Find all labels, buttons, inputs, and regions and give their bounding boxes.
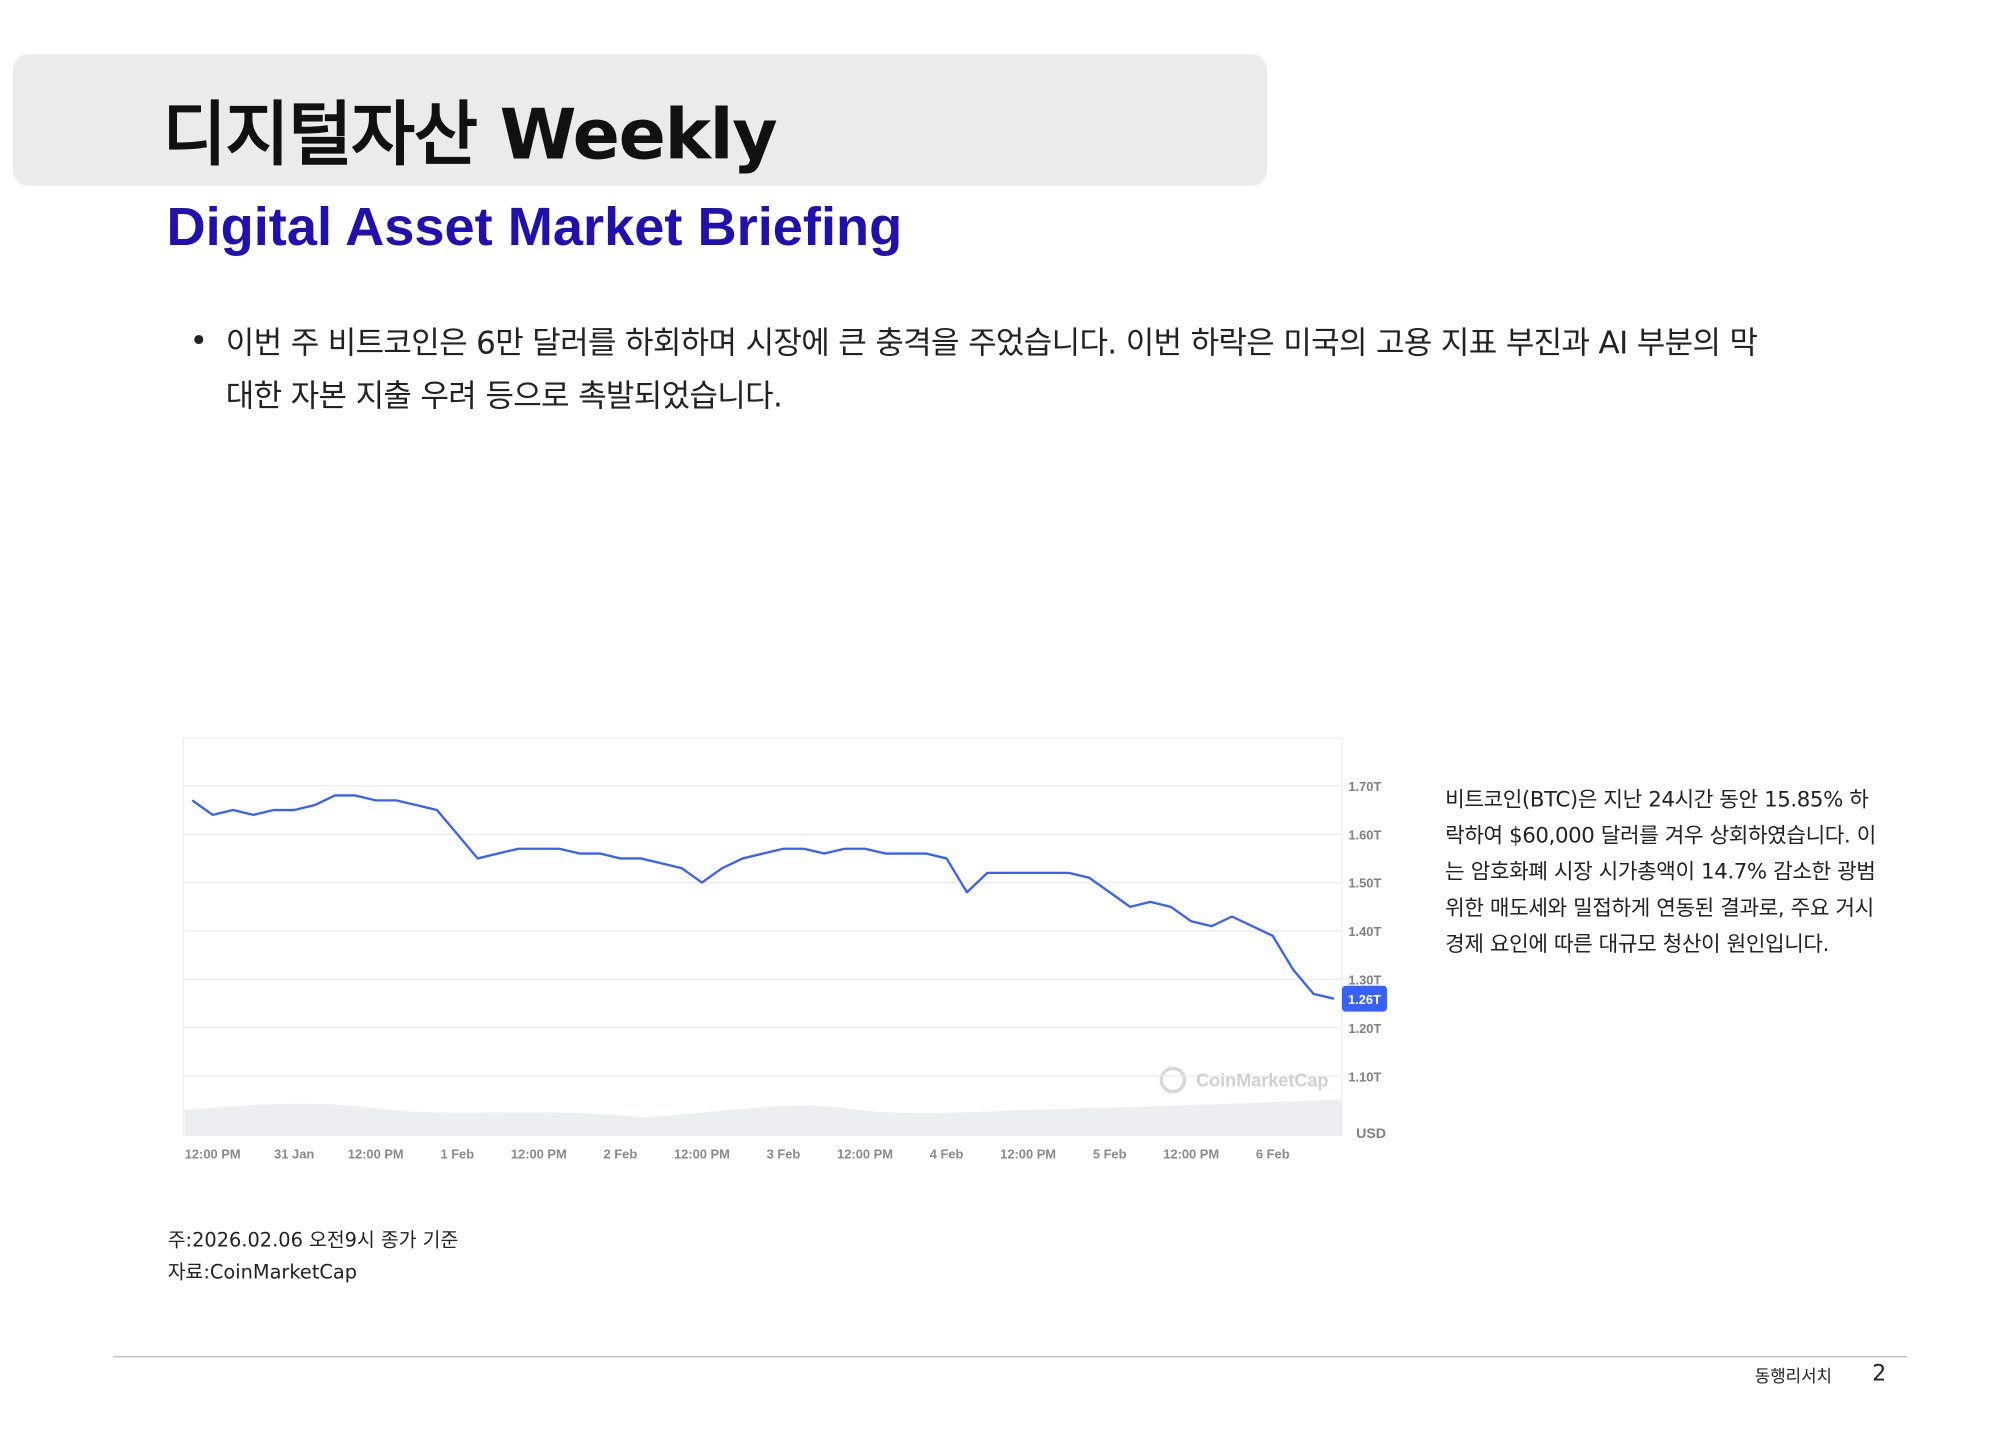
x-tick-label: 12:00 PM bbox=[1000, 1147, 1056, 1162]
side-note: 비트코인(BTC)은 지난 24시간 동안 15.85% 하락하여 $60,00… bbox=[1445, 787, 1876, 957]
x-tick-label: 3 Feb bbox=[767, 1147, 801, 1162]
x-tick-label: 12:00 PM bbox=[511, 1147, 567, 1162]
y-tick-label: 1.20T bbox=[1348, 1021, 1381, 1036]
x-tick-label: 12:00 PM bbox=[1163, 1147, 1219, 1162]
y-tick-label: 1.60T bbox=[1348, 827, 1381, 842]
watermark: CoinMarketCap bbox=[1196, 1070, 1328, 1090]
plot-frame bbox=[182, 737, 1343, 1137]
header-box bbox=[12, 54, 1268, 186]
x-tick-label: 5 Feb bbox=[1093, 1147, 1127, 1162]
value-label: 1.26T bbox=[1348, 992, 1381, 1007]
x-tick-label: 1 Feb bbox=[440, 1147, 474, 1162]
note: 주:2026.02.06 오전9시 종가 기준 bbox=[167, 1228, 459, 1252]
footer-rule bbox=[113, 1356, 1908, 1358]
page-number: 2 bbox=[1872, 1361, 1887, 1388]
title: 디지털자산 Weekly bbox=[162, 94, 778, 176]
bullet-text: 이번 주 비트코인은 6만 달러를 하회하며 시장에 큰 충격을 주었습니다. … bbox=[225, 325, 1758, 415]
footer-org: 동행리서치 bbox=[1754, 1367, 1832, 1388]
x-tick-label: 12:00 PM bbox=[674, 1147, 730, 1162]
x-tick-label: 6 Feb bbox=[1256, 1147, 1290, 1162]
y-unit: USD bbox=[1356, 1126, 1386, 1142]
value-badge bbox=[1341, 985, 1388, 1012]
source: 자료:CoinMarketCap bbox=[167, 1260, 358, 1284]
price-line bbox=[191, 794, 1335, 1000]
x-tick-label: 12:00 PM bbox=[837, 1147, 893, 1162]
bullet-dot: • bbox=[189, 322, 208, 359]
y-tick-label: 1.10T bbox=[1348, 1069, 1381, 1084]
x-tick-label: 12:00 PM bbox=[185, 1147, 241, 1162]
watermark-icon bbox=[1159, 1066, 1187, 1094]
y-tick-label: 1.70T bbox=[1348, 779, 1381, 794]
x-tick-label: 4 Feb bbox=[930, 1147, 964, 1162]
y-tick-label: 1.30T bbox=[1348, 972, 1381, 987]
x-tick-label: 12:00 PM bbox=[348, 1147, 404, 1162]
x-tick-label: 2 Feb bbox=[604, 1147, 638, 1162]
volume-area bbox=[184, 1099, 1342, 1136]
subtitle: Digital Asset Market Briefing bbox=[166, 196, 903, 257]
y-tick-label: 1.40T bbox=[1348, 924, 1381, 939]
x-tick-label: 31 Jan bbox=[274, 1147, 314, 1162]
y-tick-label: 1.50T bbox=[1348, 876, 1381, 891]
